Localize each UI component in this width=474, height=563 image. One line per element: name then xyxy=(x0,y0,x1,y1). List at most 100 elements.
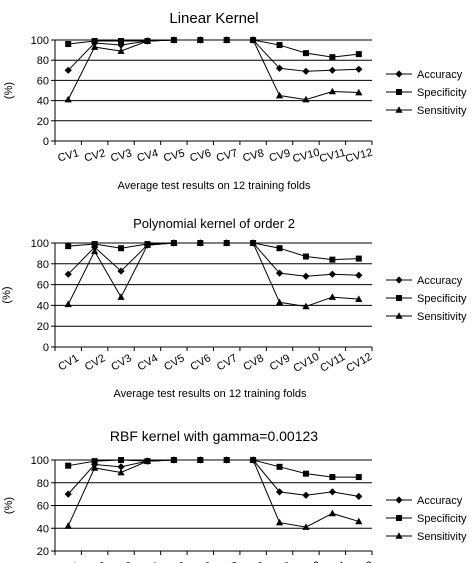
point-specificity xyxy=(355,255,362,262)
series-line-specificity xyxy=(68,242,359,261)
x-tick-label: CV4 xyxy=(136,352,161,373)
point-accuracy xyxy=(355,271,363,279)
point-specificity xyxy=(65,462,72,469)
point-accuracy xyxy=(117,463,125,471)
series-line-specificity xyxy=(68,39,359,58)
legend-label-specificity: Specificity xyxy=(417,513,467,525)
chart-2: Polynomial kernel of order 2 0 20 40 60 80 100… xyxy=(1,216,467,400)
point-accuracy xyxy=(302,67,310,75)
x-tick-label: CV9 xyxy=(268,352,293,373)
legend-label-accuracy: Accuracy xyxy=(417,69,463,81)
point-accuracy xyxy=(275,488,284,496)
point-sensitivity xyxy=(64,95,72,103)
legend-label-sensitivity: Sensitivity xyxy=(417,531,467,543)
y-tick-label: 40 xyxy=(37,96,49,108)
legend-marker-sensitivity xyxy=(395,532,403,539)
y-tick-label: 20 xyxy=(37,116,49,128)
x-tick-label: CV12 xyxy=(344,560,374,563)
point-specificity xyxy=(329,54,336,61)
point-specificity xyxy=(302,253,309,260)
x-tick-label: CV8 xyxy=(241,147,265,164)
point-sensitivity xyxy=(170,36,178,43)
legend-label-sensitivity: Sensitivity xyxy=(417,105,467,117)
x-tick-label: CV3 xyxy=(109,352,134,373)
point-sensitivity xyxy=(275,518,284,526)
point-sensitivity xyxy=(223,36,231,43)
point-sensitivity xyxy=(170,239,178,246)
point-sensitivity xyxy=(249,36,257,43)
point-sensitivity xyxy=(355,295,363,302)
series-line-sensitivity xyxy=(67,459,359,528)
x-tick-label: CV7 xyxy=(215,147,239,164)
x-tick-label: CV11 xyxy=(318,351,347,375)
point-specificity xyxy=(65,41,72,48)
point-sensitivity xyxy=(196,456,204,463)
y-tick-label: 100 xyxy=(31,238,49,250)
y-tick-label: 0 xyxy=(43,342,49,354)
y-tick-label: 20 xyxy=(37,546,49,558)
y-axis-label: (%) xyxy=(1,286,13,303)
point-accuracy xyxy=(328,270,336,278)
x-tick-label: CV2 xyxy=(83,352,108,373)
y-tick-label: 100 xyxy=(31,455,49,467)
x-tick-label: CV4 xyxy=(136,147,160,164)
point-sensitivity xyxy=(91,464,99,471)
y-tick-label: 20 xyxy=(37,321,49,333)
chart-title: Polynomial kernel of order 2 xyxy=(133,216,295,231)
chart-3: RBF kernel with gamma=0.00123 20 40 60 80 100… xyxy=(3,428,467,563)
legend-label-sensitivity: Sensitivity xyxy=(417,311,467,323)
x-tick-label: CV2 xyxy=(83,147,107,164)
point-sensitivity xyxy=(355,517,363,525)
x-tick-label: CV12 xyxy=(344,351,374,375)
point-sensitivity xyxy=(223,239,231,246)
point-accuracy xyxy=(64,66,72,74)
point-specificity xyxy=(91,458,98,465)
point-specificity xyxy=(118,457,125,463)
point-sensitivity xyxy=(223,456,231,463)
point-sensitivity xyxy=(196,239,204,246)
point-specificity xyxy=(118,245,125,252)
legend-label-specificity: Specificity xyxy=(417,87,467,99)
x-tick-label: CV11 xyxy=(318,147,347,166)
legend-marker-accuracy xyxy=(395,496,403,504)
point-specificity xyxy=(355,51,362,58)
x-tick-label: CV6 xyxy=(189,352,214,373)
x-tick-label: CV3 xyxy=(109,147,133,164)
point-accuracy xyxy=(302,272,310,280)
x-tick-label: CV5 xyxy=(162,147,186,164)
point-specificity xyxy=(329,474,336,481)
x-tick-label: CV10 xyxy=(291,147,321,166)
point-accuracy xyxy=(91,243,99,251)
series-line-accuracy xyxy=(67,39,359,72)
x-tick-label: CV10 xyxy=(291,560,321,563)
x-tick-label: CV12 xyxy=(344,147,374,166)
point-sensitivity xyxy=(143,457,152,464)
point-specificity xyxy=(276,245,283,252)
y-tick-label: 80 xyxy=(37,478,49,490)
point-accuracy xyxy=(275,64,284,72)
legend-marker-specificity xyxy=(396,295,402,301)
point-sensitivity xyxy=(302,95,310,103)
legend-label-specificity: Specificity xyxy=(417,293,467,305)
point-specificity xyxy=(65,243,72,250)
point-specificity xyxy=(302,470,309,477)
point-sensitivity xyxy=(275,91,284,99)
point-sensitivity xyxy=(170,456,178,463)
point-accuracy xyxy=(275,269,284,277)
x-tick-label: CV1 xyxy=(56,352,81,373)
legend-marker-specificity xyxy=(396,515,402,521)
point-specificity xyxy=(302,50,309,57)
point-specificity xyxy=(118,38,125,45)
series-line-specificity xyxy=(68,459,359,478)
y-tick-label: 0 xyxy=(43,136,49,148)
point-accuracy xyxy=(355,492,363,500)
series-line-accuracy xyxy=(67,459,359,497)
y-tick-label: 80 xyxy=(37,259,49,271)
point-sensitivity xyxy=(328,509,336,517)
point-sensitivity xyxy=(117,293,125,300)
x-tick-label: CV5 xyxy=(162,352,187,373)
point-sensitivity xyxy=(64,300,72,308)
legend-marker-sensitivity xyxy=(395,106,403,113)
legend-marker-accuracy xyxy=(395,70,403,78)
point-sensitivity xyxy=(196,36,204,43)
